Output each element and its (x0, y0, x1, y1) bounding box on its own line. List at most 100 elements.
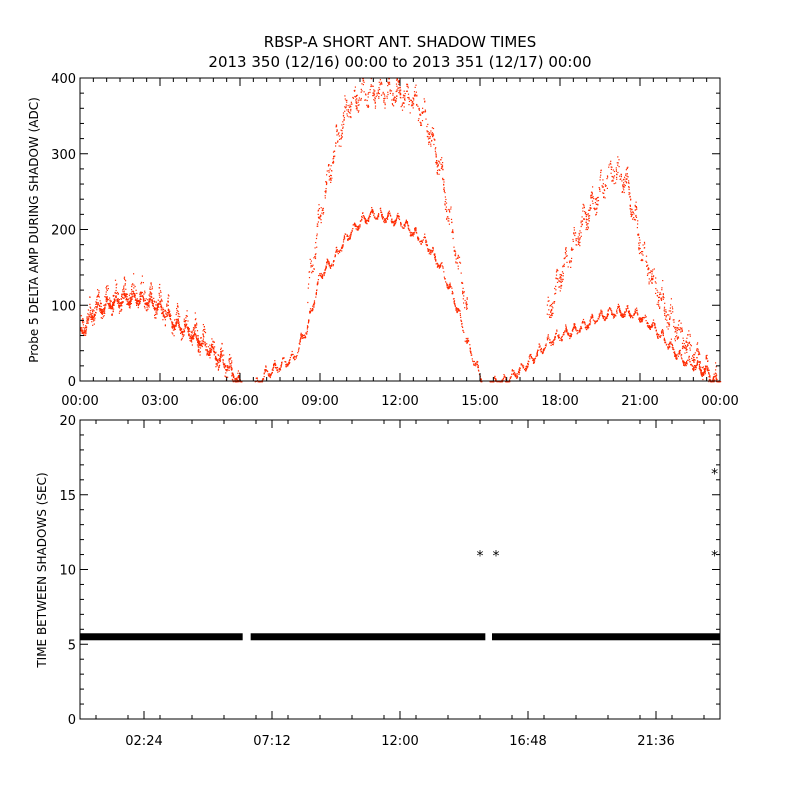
data-point (335, 251, 337, 253)
data-point (637, 223, 639, 225)
data-point (424, 233, 426, 235)
data-point (315, 292, 317, 294)
data-point (439, 266, 441, 268)
data-point (330, 165, 332, 167)
data-point (407, 93, 410, 95)
data-point (597, 317, 599, 319)
data-point (674, 354, 676, 356)
data-point (255, 377, 257, 379)
data-point (624, 311, 626, 313)
data-point (107, 299, 109, 301)
data-point (139, 302, 141, 304)
data-point (447, 287, 449, 289)
data-point (447, 220, 449, 222)
data-point (439, 169, 441, 171)
data-point (610, 172, 612, 174)
data-point (693, 366, 695, 368)
data-point (226, 370, 228, 372)
data-point (299, 341, 301, 343)
data-point (596, 319, 599, 321)
data-point (328, 171, 330, 173)
data-point (357, 111, 359, 113)
data-point (209, 347, 211, 349)
data-point (157, 305, 159, 307)
data-point (447, 288, 449, 290)
data-point (688, 355, 690, 357)
data-point (547, 337, 549, 339)
data-point (136, 298, 138, 300)
data-point (336, 130, 338, 132)
data-point (342, 114, 345, 116)
data-point (387, 85, 389, 87)
data-point (666, 322, 668, 324)
data-point (604, 184, 606, 186)
data-point (715, 378, 717, 380)
data-point (663, 306, 666, 308)
data-point (653, 268, 655, 270)
data-point (176, 308, 178, 310)
data-point (139, 301, 141, 303)
data-point (105, 291, 107, 293)
data-point (610, 166, 612, 168)
data-point (107, 285, 109, 287)
data-point (432, 246, 434, 249)
data-point (384, 95, 386, 97)
data-point (628, 314, 630, 316)
data-point (100, 311, 102, 313)
data-point (533, 361, 535, 363)
data-point (372, 210, 374, 212)
data-point (151, 286, 153, 288)
data-point (235, 377, 238, 379)
data-point (120, 302, 122, 304)
data-point (309, 258, 311, 260)
data-point (696, 363, 698, 365)
data-point (401, 109, 404, 111)
data-point (92, 309, 94, 311)
data-point (697, 348, 699, 350)
data-point (709, 376, 711, 378)
data-point (415, 91, 417, 93)
data-point (158, 292, 160, 294)
data-point (648, 278, 650, 280)
data-point (454, 249, 456, 251)
data-point (367, 93, 369, 95)
data-point (131, 296, 133, 298)
data-point (96, 303, 98, 305)
data-point (674, 327, 676, 329)
data-point (683, 362, 685, 364)
data-point (101, 310, 103, 312)
data-point (700, 373, 703, 376)
data-point (400, 89, 402, 91)
data-point (584, 211, 586, 213)
data-point (396, 95, 398, 97)
data-point (111, 314, 113, 316)
data-point (129, 300, 131, 302)
data-point (650, 325, 653, 327)
data-point (112, 302, 115, 304)
data-point (569, 335, 571, 338)
data-point (631, 213, 633, 215)
data-point (370, 84, 372, 86)
data-point (160, 309, 162, 311)
data-point (229, 354, 231, 356)
data-point (131, 284, 133, 286)
data-point (254, 381, 256, 383)
data-point (636, 312, 638, 314)
data-point (525, 369, 527, 372)
data-point (668, 325, 670, 327)
data-point (109, 306, 111, 308)
data-point (349, 236, 351, 238)
data-point (381, 215, 383, 217)
data-point (631, 211, 634, 213)
data-point (314, 254, 316, 256)
data-point (180, 339, 182, 341)
data-point (457, 268, 459, 270)
data-point (382, 91, 384, 93)
data-point (601, 314, 603, 316)
data-point (693, 365, 695, 367)
data-point (444, 192, 446, 194)
data-point (636, 208, 638, 210)
data-point (162, 311, 164, 313)
data-point (320, 274, 322, 276)
